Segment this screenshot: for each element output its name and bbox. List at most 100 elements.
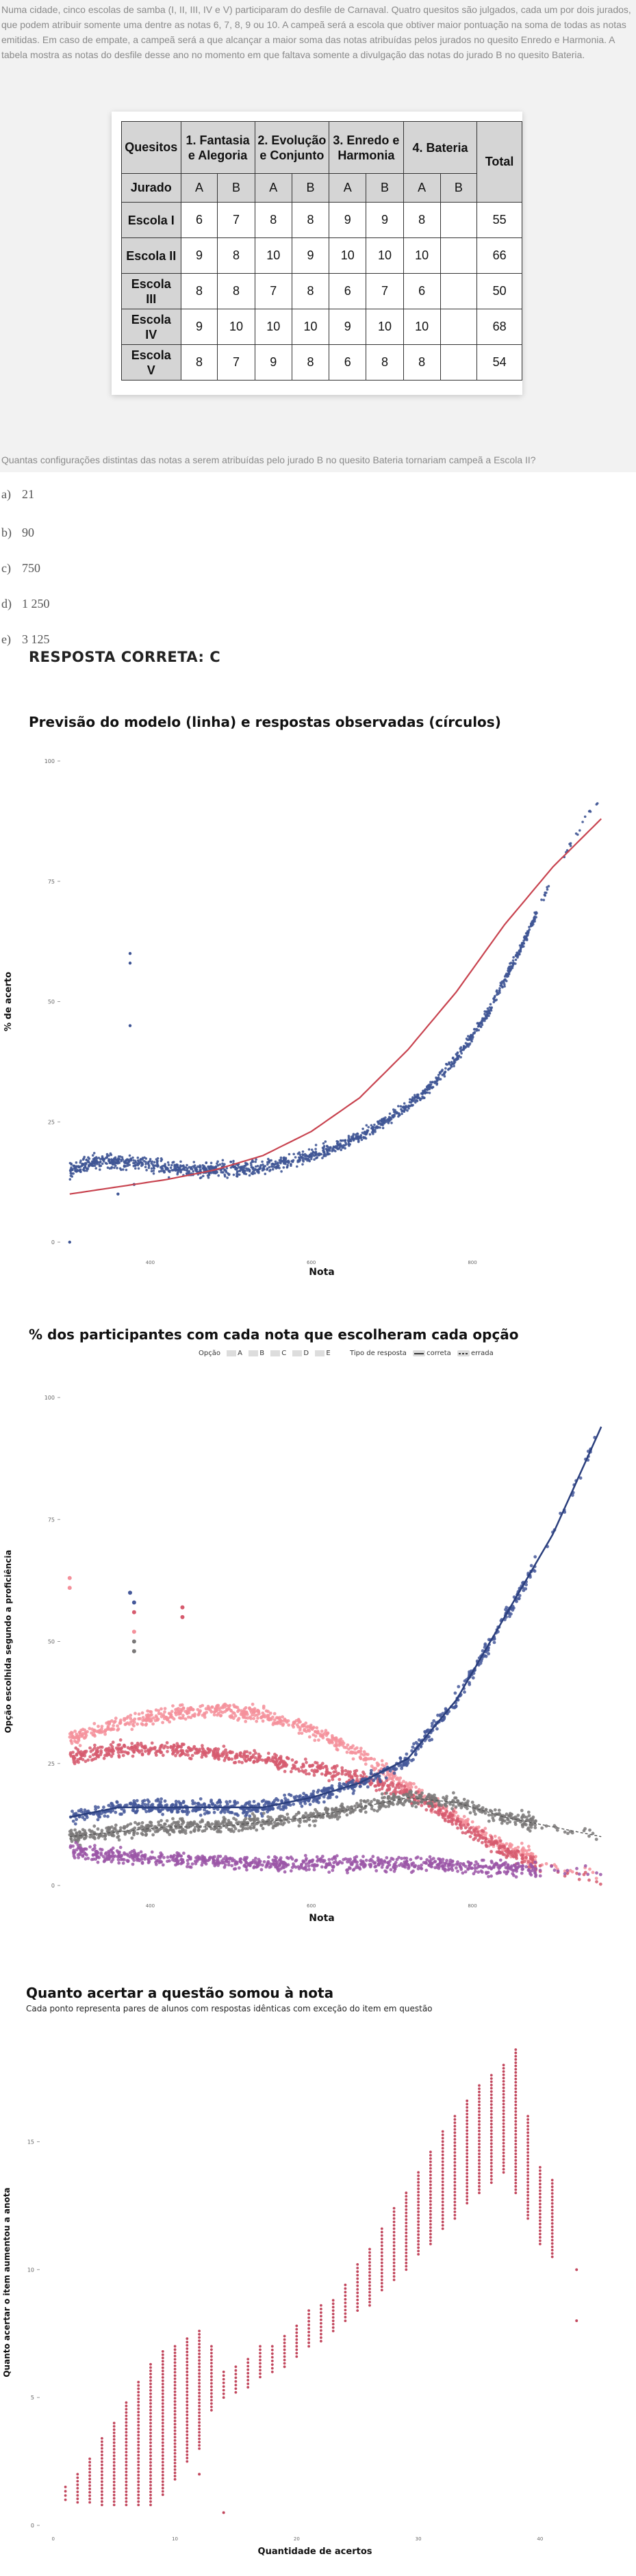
data-point	[244, 1814, 248, 1818]
data-point	[262, 1714, 266, 1718]
data-point	[264, 1822, 268, 1825]
data-point	[391, 1796, 395, 1801]
data-point	[402, 1793, 405, 1797]
observed-point	[246, 1163, 249, 1166]
data-point	[298, 1801, 303, 1805]
data-point	[77, 1737, 80, 1741]
data-point	[97, 1725, 100, 1728]
data-point	[293, 1815, 296, 1818]
data-point	[132, 1750, 136, 1754]
data-point	[484, 1808, 488, 1812]
series-d	[68, 1790, 598, 1847]
option-b[interactable]: b) 90	[1, 526, 34, 540]
score-cell: 9	[291, 237, 330, 274]
observed-point	[116, 1167, 118, 1170]
data-point	[104, 1747, 108, 1751]
observed-point	[314, 1144, 318, 1146]
data-point	[471, 1676, 475, 1680]
observed-point	[335, 1146, 338, 1149]
y-tick-label: 100	[44, 1395, 55, 1401]
observed-point	[409, 1098, 411, 1101]
observed-point	[500, 984, 503, 987]
data-point	[302, 1792, 305, 1795]
observed-point	[114, 1164, 117, 1168]
data-point	[227, 1818, 231, 1822]
data-point	[383, 1781, 387, 1785]
data-point	[266, 1810, 270, 1814]
option-c[interactable]: c) 750	[1, 561, 40, 576]
option-d[interactable]: d) 1 250	[1, 597, 50, 611]
data-point	[157, 1820, 161, 1824]
data-point	[253, 1714, 257, 1717]
data-point	[146, 1709, 150, 1713]
data-point	[229, 1714, 233, 1718]
data-point	[242, 1809, 246, 1814]
data-point	[69, 1739, 73, 1742]
data-point	[267, 1801, 271, 1805]
observed-point	[456, 1051, 459, 1054]
data-point	[206, 1707, 210, 1711]
option-a[interactable]: a) 21	[1, 487, 34, 502]
data-point	[175, 1708, 179, 1711]
data-point	[264, 1800, 268, 1804]
observed-point	[287, 1159, 290, 1163]
observed-point	[450, 1064, 453, 1066]
observed-point	[481, 1022, 483, 1025]
data-point	[297, 1769, 301, 1773]
data-point	[251, 1702, 255, 1706]
data-point	[223, 1820, 227, 1824]
data-point	[384, 1776, 388, 1780]
data-point	[516, 1845, 520, 1849]
data-point	[311, 1792, 315, 1796]
observed-point	[235, 1166, 238, 1170]
observed-point	[410, 1098, 414, 1102]
data-point	[225, 1751, 229, 1755]
th-group: 4. Bateria	[403, 121, 478, 174]
data-point	[508, 1820, 512, 1824]
y-tick-label: 50	[48, 1639, 55, 1645]
data-point	[261, 1807, 265, 1811]
data-point	[90, 1758, 94, 1762]
data-point	[149, 1808, 153, 1812]
observed-point	[186, 1163, 188, 1167]
observed-point	[512, 956, 515, 959]
data-point	[144, 1809, 149, 1814]
data-point	[297, 1794, 301, 1799]
data-point	[493, 1834, 497, 1838]
observed-point	[307, 1148, 311, 1151]
data-point	[231, 1711, 235, 1714]
observed-point	[504, 978, 507, 981]
observed-point	[454, 1058, 457, 1061]
observed-point	[73, 1164, 76, 1168]
data-point	[598, 1882, 602, 1886]
data-point	[203, 1802, 206, 1806]
data-point	[174, 1711, 177, 1715]
observed-point	[396, 1111, 398, 1114]
data-point	[177, 1823, 180, 1827]
data-point	[346, 1743, 350, 1747]
data-point	[300, 1804, 304, 1808]
observed-point	[210, 1168, 214, 1170]
observed-point	[216, 1164, 220, 1167]
data-point	[201, 1750, 205, 1754]
observed-point	[544, 894, 546, 897]
data-point	[364, 1810, 368, 1814]
data-point	[201, 1747, 205, 1750]
data-point	[127, 1723, 131, 1726]
data-point	[397, 1795, 401, 1799]
data-point	[111, 1748, 114, 1752]
observed-point	[404, 1107, 407, 1110]
data-point	[468, 1682, 472, 1686]
data-point	[255, 1760, 259, 1764]
data-point	[110, 1802, 114, 1805]
data-point	[481, 1829, 485, 1833]
data-point	[303, 1799, 307, 1803]
data-point	[591, 1870, 595, 1875]
observed-point	[86, 1169, 88, 1172]
observed-point	[276, 1165, 279, 1169]
legend-swatch-e	[315, 1350, 325, 1356]
data-point	[565, 1872, 570, 1875]
data-point	[385, 1779, 389, 1783]
option-e[interactable]: e) 3 125	[1, 632, 50, 647]
data-point	[468, 1811, 472, 1815]
